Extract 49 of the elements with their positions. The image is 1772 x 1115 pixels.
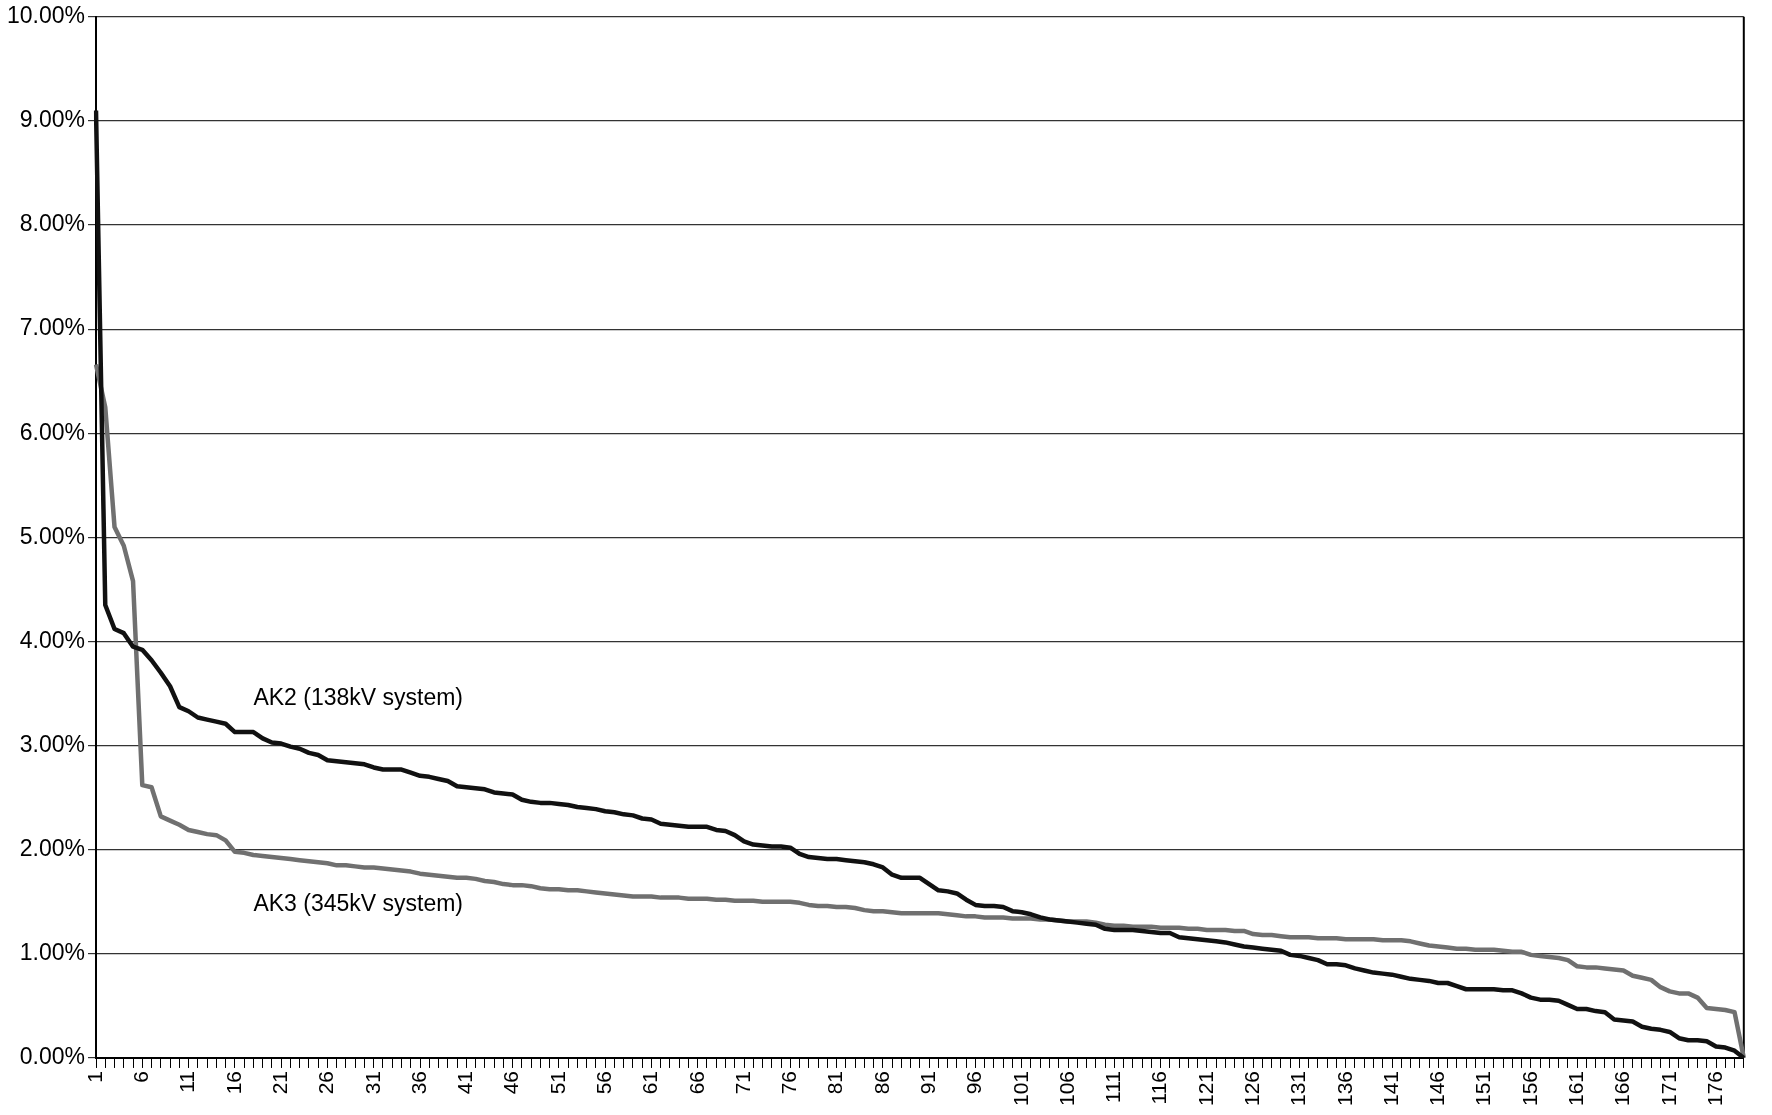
y-tick-label: 4.00% [19, 626, 86, 653]
x-tick-label: 96 [962, 1070, 986, 1095]
x-tick-label: 6 [129, 1070, 153, 1083]
x-tick-label: 71 [730, 1070, 754, 1095]
x-tick-label: 76 [777, 1070, 801, 1095]
series-label: AK2 (138kV system) [253, 684, 464, 710]
y-tick-label: 3.00% [19, 730, 86, 757]
x-tick-label: 166 [1610, 1070, 1634, 1107]
x-tick-label: 56 [591, 1070, 615, 1095]
x-tick-label: 81 [823, 1070, 847, 1095]
x-tick-label: 121 [1193, 1070, 1217, 1107]
y-tick-label: 5.00% [19, 522, 86, 549]
x-tick-label: 66 [684, 1070, 708, 1095]
x-tick-label: 156 [1517, 1070, 1541, 1107]
x-tick-label: 16 [221, 1070, 245, 1095]
x-tick-label: 31 [360, 1070, 384, 1095]
x-tick-label: 146 [1425, 1070, 1449, 1107]
x-tick-label: 91 [915, 1070, 939, 1095]
x-tick-label: 36 [406, 1070, 430, 1095]
x-tick-label: 86 [869, 1070, 893, 1095]
x-tick-label: 46 [499, 1070, 523, 1095]
x-tick-label: 176 [1702, 1070, 1726, 1107]
y-tick-label: 6.00% [19, 418, 86, 445]
y-tick-label: 7.00% [19, 314, 86, 341]
x-tick-label: 116 [1147, 1070, 1171, 1105]
y-tick-label: 0.00% [19, 1043, 86, 1070]
x-tick-label: 11 [175, 1070, 199, 1093]
x-tick-label: 61 [638, 1070, 662, 1095]
x-tick-label: 101 [1008, 1070, 1032, 1107]
x-tick-label: 41 [453, 1070, 477, 1095]
y-tick-label: 9.00% [19, 106, 86, 133]
y-tick-label: 8.00% [19, 210, 86, 237]
series-label: AK3 (345kV system) [253, 890, 464, 917]
y-tick-label: 1.00% [19, 939, 86, 966]
x-tick-label: 131 [1286, 1070, 1310, 1107]
x-tick-label: 126 [1239, 1070, 1263, 1107]
x-tick-label: 1 [82, 1070, 106, 1083]
y-tick-label: 2.00% [19, 835, 86, 862]
y-tick-label: 10.00% [6, 2, 86, 29]
x-tick-label: 26 [314, 1070, 338, 1095]
x-tick-label: 171 [1656, 1070, 1680, 1107]
x-tick-label: 111 [1101, 1070, 1125, 1103]
x-tick-label: 141 [1378, 1070, 1402, 1107]
x-tick-label: 136 [1332, 1070, 1356, 1107]
x-tick-label: 151 [1471, 1070, 1495, 1107]
x-tick-label: 161 [1563, 1070, 1587, 1107]
x-tick-label: 21 [267, 1070, 291, 1095]
x-tick-label: 51 [545, 1070, 569, 1095]
x-tick-label: 106 [1054, 1070, 1078, 1107]
